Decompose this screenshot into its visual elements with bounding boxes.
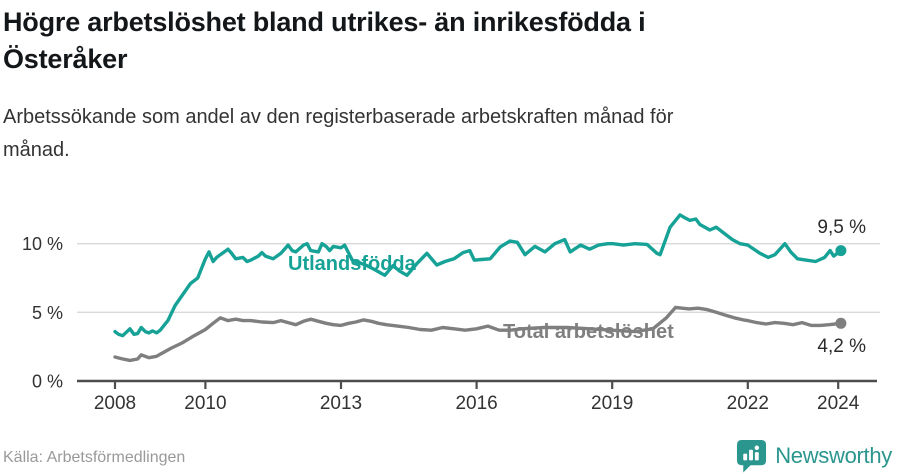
- newsworthy-logo[interactable]: Newsworthy: [736, 439, 892, 473]
- series-label-utlandsfodda: Utlandsfödda: [288, 253, 417, 275]
- x-tick-label: 2022: [727, 393, 769, 414]
- end-value-label: 4,2 %: [817, 336, 866, 357]
- x-tick-label: 2010: [184, 393, 226, 414]
- x-tick-label: 2024: [817, 393, 860, 414]
- x-tick-label: 2008: [94, 393, 136, 414]
- series-line-total: [113, 305, 843, 363]
- data-lines: [113, 213, 847, 363]
- chart-subtitle-line-2: månad.: [3, 139, 70, 161]
- y-tick-label: 5 %: [32, 303, 63, 323]
- series-label-total: Total arbetslöshet: [503, 321, 674, 343]
- series-end-dot: [835, 245, 847, 257]
- line-chart: 0 %5 %10 % 2008 2010 2013 2016 2019 2022 2024 …: [22, 213, 880, 414]
- series-end-dot: [835, 317, 847, 329]
- series-line-utlandsfodda: [113, 213, 843, 338]
- x-tick-label: 2016: [455, 393, 497, 414]
- end-value-label: 9,5 %: [817, 217, 866, 238]
- source-note: Källa: Arbetsförmedlingen: [3, 449, 186, 466]
- y-tick-label: 10 %: [22, 234, 63, 254]
- newsworthy-chart-bubble-icon: [737, 440, 767, 473]
- page-title-line-2: Österåker: [3, 44, 128, 74]
- x-axis-labels: 2008 2010 2013 2016 2019 2022 2024: [94, 393, 860, 414]
- chart-subtitle-line-1: Arbetssökande som andel av den registerb…: [3, 106, 674, 128]
- y-axis-labels: 0 % 5 % 10 %: [22, 234, 63, 391]
- page-title-line-1: Högre arbetslöshet bland utrikes- än inr…: [3, 7, 646, 37]
- x-axis: [77, 379, 877, 389]
- page-title: Högre arbetslöshet bland utrikes- än inr…: [3, 4, 883, 78]
- x-tick-label: 2013: [320, 393, 362, 414]
- x-tick-label: 2019: [591, 393, 633, 414]
- newsworthy-wordmark: Newsworthy: [775, 443, 892, 468]
- series-labels: Utlandsfödda 9,5 % Total arbetslöshet 4,2 %: [288, 217, 866, 357]
- chart-subtitle: Arbetssökande som andel av den registerb…: [3, 101, 863, 167]
- y-tick-label: 0 %: [32, 372, 63, 392]
